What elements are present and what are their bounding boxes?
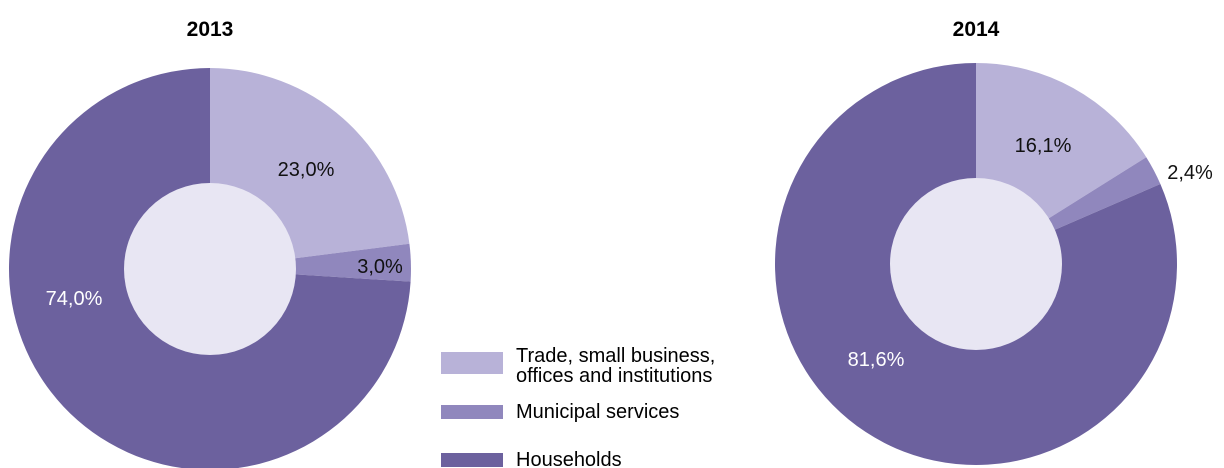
legend-label-households: Households (516, 449, 622, 468)
data-label-trade: 16,1% (1015, 135, 1072, 157)
legend-label-trade: Trade, small business, (516, 345, 715, 367)
pie-2013: 2013 23,0% 3,0% 74,0% (8, 18, 411, 468)
legend-swatch-households (441, 453, 503, 467)
slice-municipal (210, 243, 411, 282)
pie-title-2014: 2014 (953, 18, 1000, 41)
legend-label-municipal: Municipal services (516, 401, 679, 423)
pie-title-2013: 2013 (187, 18, 234, 41)
donut-hole (890, 178, 1062, 350)
legend-swatch-municipal (441, 405, 503, 419)
data-label-municipal: 3,0% (357, 256, 403, 278)
data-label-trade: 23,0% (278, 159, 335, 181)
data-label-households: 81,6% (848, 349, 905, 371)
donut-hole (124, 183, 296, 355)
data-label-municipal: 2,4% (1167, 162, 1213, 184)
data-label-households: 74,0% (46, 288, 103, 310)
legend-label-trade: offices and institutions (516, 365, 712, 387)
legend: Trade, small business,offices and instit… (441, 345, 715, 468)
pie-2014: 2014 16,1% 2,4% 81,6% (775, 18, 1213, 466)
legend-swatch-trade (441, 352, 503, 374)
